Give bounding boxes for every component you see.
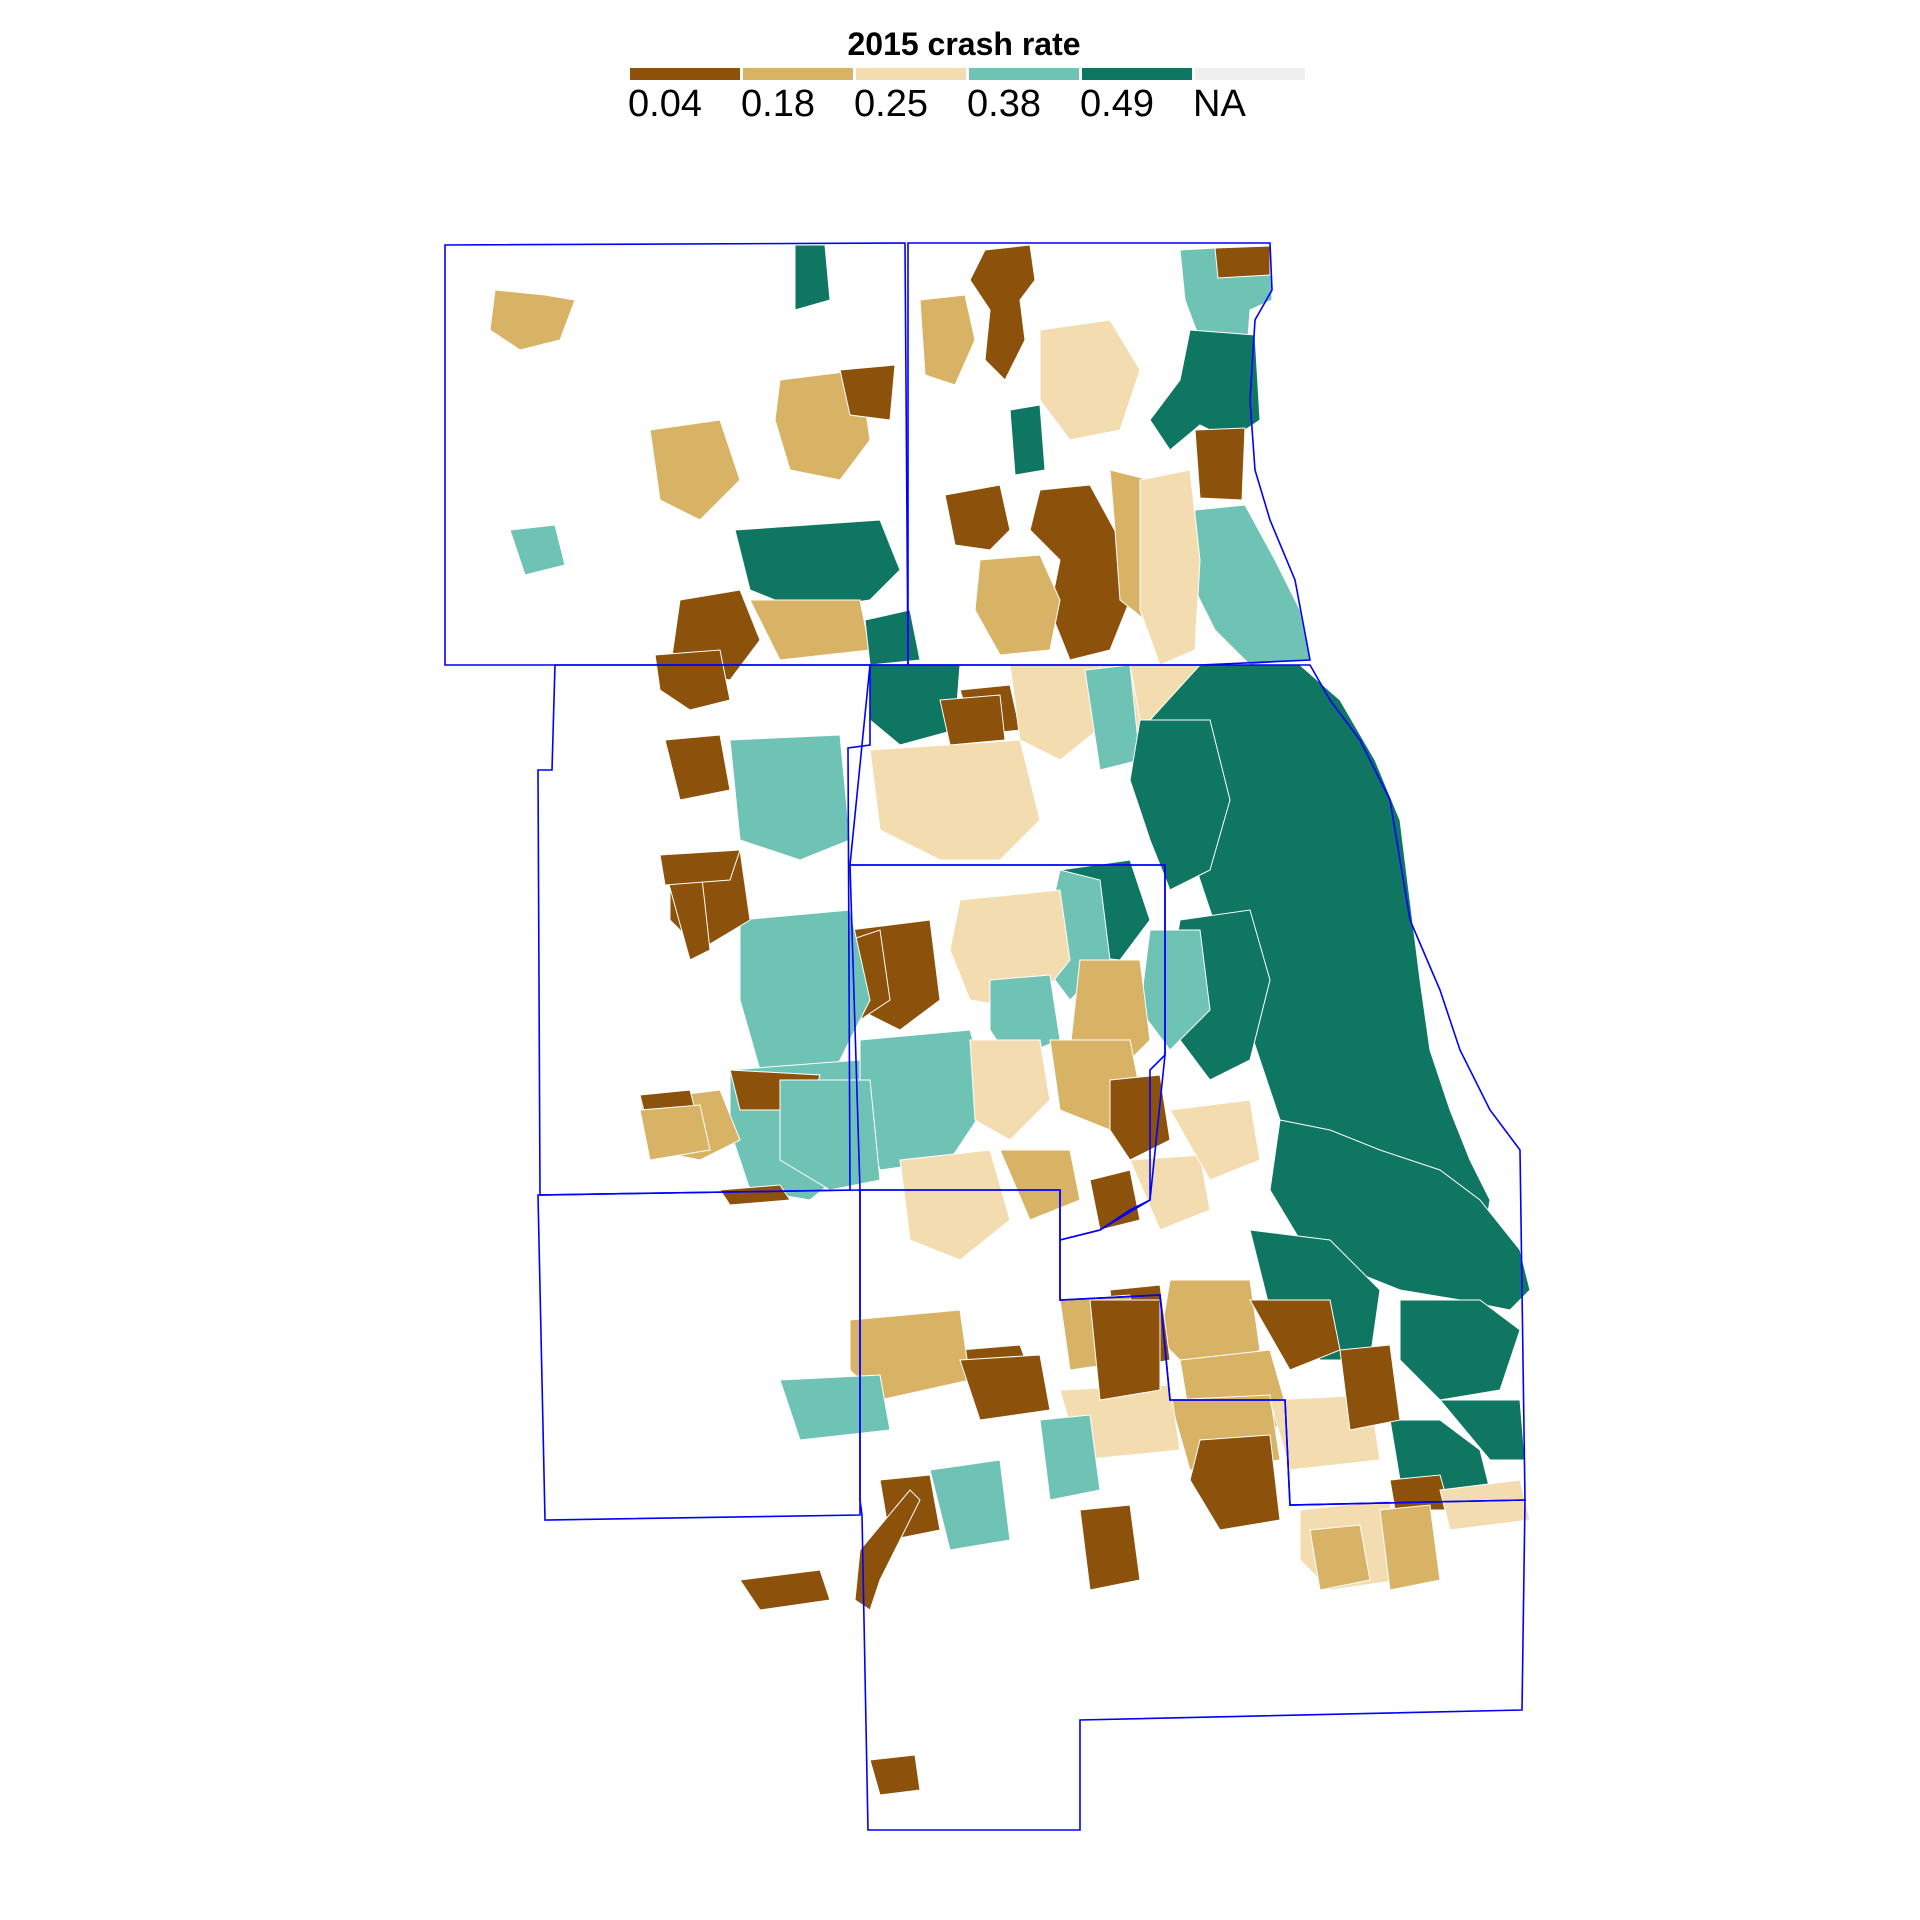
region-mchenry-east (839, 364, 896, 421)
county-kendall (537, 1189, 861, 1521)
legend-label-4: 0.49 (1080, 83, 1154, 125)
region-woodstock (649, 419, 741, 521)
region-lisle (969, 1039, 1051, 1141)
region-beecher (869, 1754, 921, 1796)
legend-label-5: NA (1193, 83, 1246, 125)
region-pingree-grove (939, 694, 1006, 746)
region-plainfield (899, 1149, 1011, 1261)
region-zion (1214, 245, 1271, 279)
region-lake-zurich (974, 554, 1061, 656)
region-lemont (1129, 1154, 1211, 1231)
legend-swatch-3 (969, 68, 1079, 80)
region-channahon (959, 1354, 1051, 1421)
region-elwood (929, 1459, 1011, 1551)
region-south-elgin (729, 734, 851, 861)
region-minooka (779, 1374, 891, 1441)
county-will (859, 1189, 1526, 1831)
region-st-charles (664, 734, 731, 801)
legend-label-1: 0.18 (741, 83, 815, 125)
region-burlington (659, 849, 741, 886)
region-bolingbrook (999, 1149, 1081, 1221)
county-boundaries (444, 242, 1526, 1831)
region-monee (1379, 1504, 1441, 1591)
region-manhattan (1309, 1524, 1371, 1591)
region-joliet (1089, 1299, 1161, 1401)
region-carpentersville (864, 609, 921, 666)
region-mundelein (944, 484, 1011, 551)
region-romeoville (1089, 1169, 1141, 1231)
legend: 2015 crash rate 0.04 0.18 0.25 0.38 0.49… (628, 26, 1305, 125)
region-geneva-batavia (739, 909, 871, 1081)
region-huntley (749, 599, 871, 661)
legend-swatch-4 (1082, 68, 1192, 80)
region-des-plaines (869, 739, 1041, 861)
legend-label-3: 0.38 (967, 83, 1041, 125)
region-highland-park (1149, 329, 1261, 451)
legend-swatch-1 (743, 68, 853, 80)
region-joliet-east (1189, 1434, 1281, 1531)
region-arlington-heights (1084, 664, 1141, 771)
legend-label-0: 0.04 (628, 83, 702, 125)
legend-swatch-5 (1195, 68, 1305, 80)
region-lakefront-teal (1189, 504, 1311, 666)
region-waukegan-west (1009, 404, 1046, 476)
region-antioch (969, 244, 1036, 381)
legend-swatches (630, 68, 1305, 80)
region-crystal-lake (734, 519, 901, 611)
legend-title: 2015 crash rate (847, 26, 1080, 62)
region-elgin-west (654, 649, 731, 711)
legend-label-2: 0.25 (854, 83, 928, 125)
region-grayslake (919, 294, 976, 386)
region-richmond (794, 244, 831, 311)
region-sugar-grove-south (639, 1104, 711, 1161)
region-wilmington (1079, 1504, 1141, 1591)
region-plano (719, 1184, 791, 1206)
region-diagonal-corridor (854, 1489, 921, 1611)
legend-swatch-2 (856, 68, 966, 80)
region-evanston-skokie (1129, 719, 1231, 891)
region-north-chicago (1194, 427, 1246, 501)
region-montgomery (779, 1079, 881, 1191)
region-buffalo-grove (1139, 469, 1201, 666)
region-steger (1339, 1344, 1401, 1431)
region-libertyville (1039, 319, 1141, 441)
region-calumet-city (1399, 1299, 1521, 1401)
choropleth-regions (489, 244, 1531, 1796)
region-marengo (509, 524, 566, 576)
region-morris (739, 1569, 831, 1611)
legend-labels: 0.04 0.18 0.25 0.38 0.49 NA (628, 83, 1246, 125)
region-university-park (1439, 1479, 1531, 1531)
region-burr-ridge (1169, 1099, 1261, 1181)
region-peotone (1039, 1414, 1101, 1501)
region-harvard (489, 289, 576, 351)
legend-swatch-0 (630, 68, 740, 80)
